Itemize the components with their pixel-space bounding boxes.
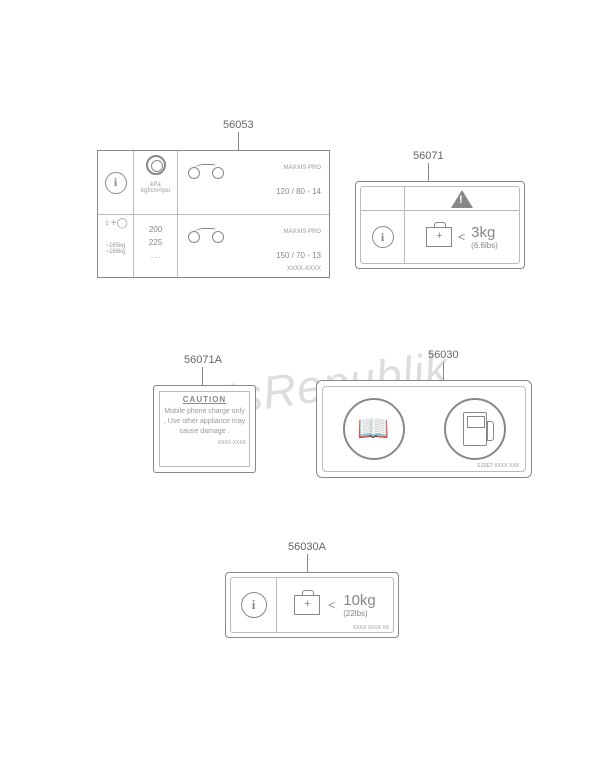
pressure-2: 225	[138, 238, 173, 247]
part-number-56030: 56030	[428, 349, 459, 361]
label-56030A: i < 10kg (22lbs) XXXX XXXX XX	[225, 572, 399, 638]
leader-line	[443, 362, 444, 380]
info-icon: i	[105, 172, 127, 194]
label-56071: i < 3kg (6.6lbs)	[355, 181, 525, 269]
fuel-icon	[463, 412, 487, 446]
caution-code: XXXX-XXXX	[163, 440, 246, 446]
max-weight2: ~166kg	[101, 249, 130, 255]
tire-brand: MAXXIS PRO	[284, 165, 321, 171]
caution-title: CAUTION	[163, 395, 246, 404]
label-56053: i kPa kgf/cm²/psi MAXXIS PRO 120 / 80 - …	[97, 150, 330, 278]
leader-line	[202, 367, 203, 385]
pressure-unit2: kgf/cm²/psi	[138, 188, 173, 194]
caution-text: Mobile phone charge only , Use other app…	[163, 407, 246, 436]
part-number-56071A: 56071A	[184, 354, 222, 366]
label-56071A: CAUTION Mobile phone charge only , Use o…	[153, 385, 256, 473]
info-icon: i	[241, 592, 267, 618]
leader-line	[307, 554, 308, 572]
weight-lbs: (22lbs)	[343, 609, 376, 618]
part-number-56030A: 56030A	[288, 541, 326, 553]
bag-icon	[426, 227, 452, 247]
weight-kg: 10kg	[343, 592, 376, 609]
info-icon: i	[372, 226, 394, 248]
part-number-56053: 56053	[223, 119, 254, 131]
pressure-1: 200	[138, 225, 173, 234]
tire-brand-2: MAXXIS PRO	[284, 229, 321, 235]
leader-line	[428, 163, 429, 181]
label-56030: 📖 EJSET XXXX XXX	[316, 380, 532, 478]
less-than: <	[328, 598, 335, 612]
rider-icon: ♀+◯	[101, 218, 130, 229]
pressure-extra: - - -	[138, 255, 173, 261]
tire-size-2: 150 / 70 - 13	[186, 251, 321, 260]
tire-size-1: 120 / 80 - 14	[186, 187, 321, 196]
bag-icon	[294, 595, 320, 615]
weight-kg: 3kg	[471, 224, 498, 241]
manual-icon: 📖	[349, 404, 399, 454]
label-code: XXXX-XXXX	[186, 266, 321, 272]
tire-icon	[146, 155, 166, 175]
weight-lbs: (6.6lbs)	[471, 241, 498, 250]
scooter-icon	[186, 157, 226, 179]
less-than: <	[458, 230, 465, 244]
leader-line	[238, 132, 239, 150]
scooter-icon	[186, 221, 226, 243]
warning-icon	[451, 190, 473, 208]
label-code: EJSET XXXX XXX	[477, 463, 519, 469]
part-number-56071: 56071	[413, 150, 444, 162]
label-code: XXXX XXXX XX	[353, 625, 389, 631]
